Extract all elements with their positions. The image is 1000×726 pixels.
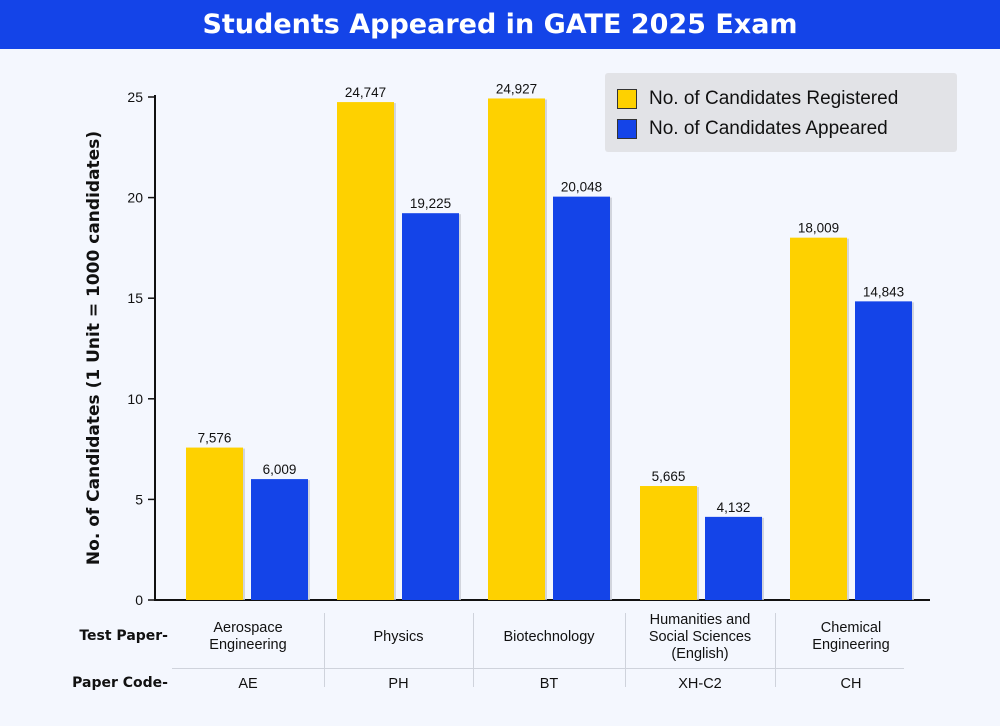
y-axis-label: No. of Candidates (1 Unit = 1000 candida… <box>84 131 104 565</box>
paper-code: PH <box>388 675 409 692</box>
y-tick-label: 5 <box>135 491 143 507</box>
bar-appeared <box>251 479 308 600</box>
legend-label-registered: No. of Candidates Registered <box>649 88 899 109</box>
bar-registered <box>337 102 394 600</box>
data-label: 19,225 <box>410 196 451 211</box>
y-tick-label: 25 <box>127 89 143 105</box>
bar-appeared <box>553 196 610 600</box>
data-label: 24,927 <box>496 81 537 96</box>
legend-swatch-appeared <box>617 119 637 139</box>
paper-code: BT <box>539 675 559 692</box>
data-label: 18,009 <box>798 221 839 236</box>
y-tick-label: 20 <box>127 190 143 206</box>
y-tick-label: 10 <box>127 391 143 407</box>
data-label: 5,665 <box>652 469 686 484</box>
bar-appeared <box>705 516 762 600</box>
table-divider <box>775 613 776 687</box>
table-divider-horizontal <box>172 668 904 669</box>
data-label: 14,843 <box>863 284 904 299</box>
test-paper-name: Chemical Engineering <box>812 620 890 653</box>
chart-title: Students Appeared in GATE 2025 Exam <box>0 0 1000 49</box>
legend-swatch-registered <box>617 89 637 109</box>
paper-code: CH <box>840 675 862 692</box>
test-paper-name: Physics <box>373 628 424 645</box>
data-label: 6,009 <box>263 462 297 477</box>
legend-label-appeared: No. of Candidates Appeared <box>649 118 888 139</box>
bar-registered <box>640 486 697 600</box>
bar-registered <box>186 447 243 600</box>
paper-code: AE <box>238 675 258 692</box>
paper-code: XH-C2 <box>678 675 722 692</box>
test-paper-name: Humanities and Social Sciences (English) <box>648 611 752 662</box>
bar-registered <box>790 237 847 600</box>
legend-item-registered: No. of Candidates Registered <box>617 88 898 110</box>
legend: No. of Candidates Registered No. of Cand… <box>605 73 957 152</box>
bar-appeared <box>402 213 459 600</box>
test-paper-name: Aerospace Engineering <box>209 620 287 653</box>
test-paper-row-label: Test Paper- <box>79 628 168 644</box>
bar-registered <box>488 98 545 601</box>
legend-item-appeared: No. of Candidates Appeared <box>617 118 888 140</box>
table-divider <box>625 613 626 687</box>
data-label: 24,747 <box>345 85 386 100</box>
paper-code-row-label: Paper Code- <box>72 675 168 691</box>
data-label: 7,576 <box>198 431 232 446</box>
test-paper-name: Biotechnology <box>503 628 595 645</box>
data-label: 4,132 <box>717 500 751 515</box>
bar-appeared <box>855 301 912 600</box>
y-tick-label: 15 <box>127 290 143 306</box>
y-tick-label: 0 <box>135 592 143 608</box>
table-divider <box>324 613 325 687</box>
table-divider <box>473 613 474 687</box>
data-label: 20,048 <box>561 180 602 195</box>
